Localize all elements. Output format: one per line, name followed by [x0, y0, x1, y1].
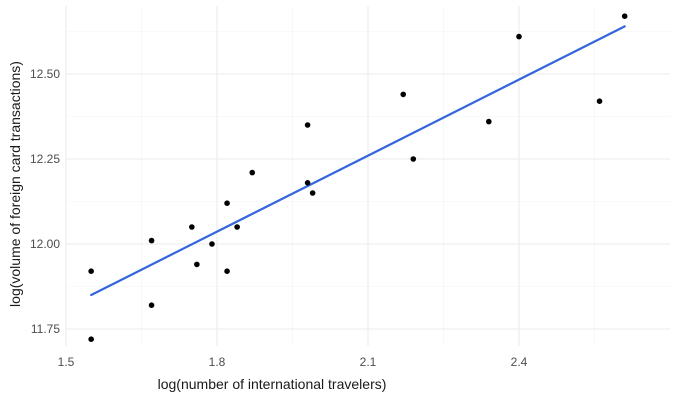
x-axis-label: log(number of international travelers)	[158, 376, 387, 392]
data-point	[88, 268, 94, 275]
y-axis-label: log(volume of foreign card transactions)	[7, 61, 23, 307]
fit-line	[90, 25, 626, 297]
data-point	[621, 13, 628, 19]
data-point	[304, 180, 311, 186]
data-point	[304, 122, 311, 128]
y-tick-label: 12.25	[30, 152, 60, 166]
y-tick-label: 12.00	[30, 237, 60, 251]
data-point	[148, 237, 155, 244]
data-point	[400, 91, 407, 98]
data-point	[224, 268, 230, 275]
data-point	[234, 224, 240, 230]
data-point	[224, 200, 230, 206]
y-tick-label: 11.75	[31, 322, 60, 336]
data-point	[309, 190, 316, 196]
data-point	[516, 33, 522, 40]
fit-line-layer	[90, 25, 626, 297]
data-points	[88, 13, 628, 343]
data-point	[189, 224, 195, 230]
x-tick-label: 2.4	[511, 355, 528, 369]
data-point	[209, 241, 215, 247]
data-point	[486, 118, 492, 125]
x-tick-label: 1.5	[58, 355, 75, 369]
data-point	[194, 261, 200, 268]
x-tick-label: 2.1	[360, 355, 377, 369]
data-point	[148, 302, 155, 309]
data-point	[596, 98, 603, 104]
data-point	[88, 336, 94, 343]
data-point	[249, 169, 256, 176]
y-tick-label: 12.50	[30, 67, 60, 81]
grid	[65, 6, 670, 346]
x-tick-label: 1.8	[209, 355, 226, 369]
tick-labels: 1.5 1.8 2.1 2.4 11.75 12.00 12.25 12.50	[30, 67, 528, 369]
data-point	[410, 156, 417, 162]
